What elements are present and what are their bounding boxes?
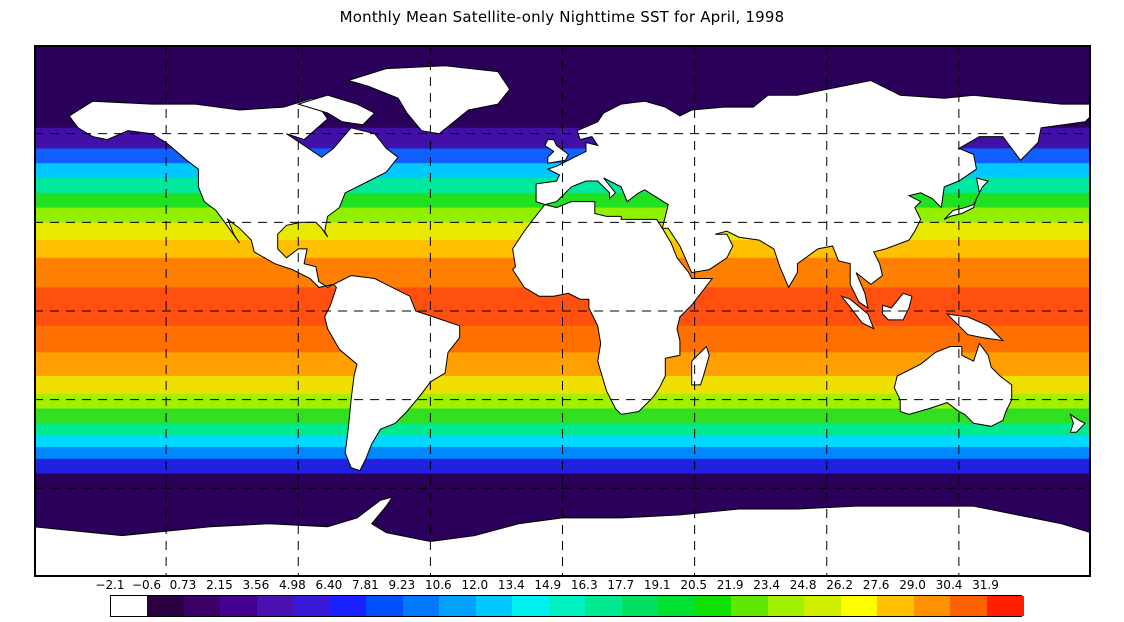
- colorbar-tick-label: 24.8: [789, 578, 817, 592]
- colorbar-swatch: [694, 596, 732, 616]
- colorbar-swatch: [183, 596, 222, 616]
- colorbar-swatch: [950, 596, 988, 616]
- colorbar-swatch: [658, 596, 696, 616]
- colorbar-tick-label: 2.15: [206, 578, 233, 592]
- colorbar-swatch: [402, 596, 440, 616]
- colorbar-swatch: [913, 596, 951, 616]
- colorbar-tick-label: 29.0: [899, 578, 926, 592]
- land-north-america: [68, 97, 399, 288]
- colorbar-swatch: [475, 596, 513, 616]
- colorbar: [110, 595, 1024, 617]
- land-madagascar: [691, 345, 710, 386]
- colorbar-tick-label: 12.0: [461, 578, 489, 592]
- colorbar-tick-label: −2.1: [95, 578, 125, 592]
- colorbar-tick-label: 9.23: [388, 578, 416, 592]
- land-new-zealand: [1069, 413, 1086, 433]
- map-border: [34, 45, 1091, 577]
- land-australia: [893, 342, 1013, 427]
- land-eurasia: [535, 79, 1089, 310]
- land-greenland: [346, 65, 511, 135]
- colorbar-swatch: [147, 596, 185, 616]
- colorbar-swatch: [804, 596, 842, 616]
- colorbar-swatch: [986, 596, 1024, 616]
- map-title: Monthly Mean Satellite-only Nighttime SS…: [339, 8, 785, 26]
- colorbar-tick-label: 27.6: [862, 578, 890, 592]
- colorbar-tick-label: 13.4: [497, 578, 525, 592]
- colorbar-swatch: [439, 596, 477, 616]
- colorbar-swatch: [220, 596, 258, 616]
- colorbar-tick-label: 21.9: [716, 578, 744, 592]
- colorbar-tick-label: 31.9: [972, 578, 999, 592]
- colorbar-tick-label: 20.5: [680, 578, 708, 592]
- colorbar-swatch: [731, 596, 769, 616]
- colorbar-swatch: [111, 596, 149, 616]
- colorbar-swatch: [840, 596, 878, 616]
- land-japan: [943, 177, 990, 220]
- land-baffin-island: [296, 94, 376, 126]
- colorbar-tick-label: 23.4: [753, 578, 780, 592]
- colorbar-swatch: [329, 596, 367, 616]
- colorbar-tick-label: 7.81: [352, 578, 379, 592]
- land-south-america: [324, 274, 461, 472]
- colorbar-swatch: [256, 596, 294, 616]
- land-new-guinea: [945, 313, 1005, 342]
- colorbar-tick-label: 10.6: [424, 578, 452, 592]
- colorbar-tick-label: −0.6: [131, 578, 162, 592]
- colorbar-tick-label: 17.7: [607, 578, 635, 592]
- colorbar-tick-label: 14.9: [534, 578, 562, 592]
- land-borneo: [882, 292, 913, 321]
- colorbar-swatch: [366, 596, 404, 616]
- colorbar-swatch: [621, 596, 659, 616]
- colorbar-swatch: [585, 596, 623, 616]
- colorbar-swatch: [293, 596, 331, 616]
- colorbar-tick-label: 4.98: [279, 578, 306, 592]
- colorbar-tick-label: 0.73: [169, 578, 197, 592]
- colorbar-tick-labels: −2.1 −0.6 0.73 2.15 3.56 4.98 6.40 7.81 9.23 10.6…: [0, 578, 1124, 594]
- colorbar-tick-label: 3.56: [242, 578, 270, 592]
- land-antarctica: [36, 496, 1089, 575]
- colorbar-swatch: [512, 596, 550, 616]
- dashed-graticule: [36, 47, 1089, 575]
- sst-map: [34, 45, 1091, 577]
- colorbar-swatch: [767, 596, 805, 616]
- colorbar-tick-label: 16.3: [570, 578, 598, 592]
- colorbar-tick-label: 19.1: [643, 578, 671, 592]
- colorbar-swatch: [548, 596, 586, 616]
- colorbar-tick-label: 30.4: [935, 578, 963, 592]
- sst-band-17: [36, 435, 1089, 448]
- colorbar-tick-label: 6.40: [315, 578, 343, 592]
- colorbar-swatch: [877, 596, 915, 616]
- colorbar-tick-label: 26.2: [826, 578, 853, 592]
